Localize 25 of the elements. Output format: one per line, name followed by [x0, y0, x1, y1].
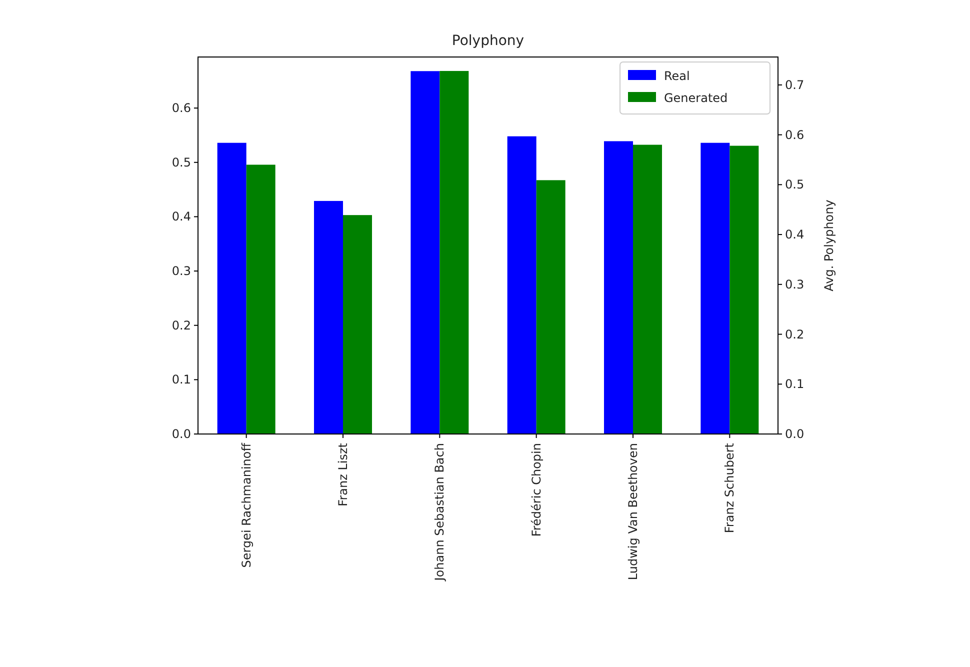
y-tick-label: 0.5 — [172, 155, 191, 170]
y-tick-label: 0.0 — [172, 427, 191, 441]
y2-axis-title: Avg. Polyphony — [822, 200, 836, 292]
y2-tick-label: 0.4 — [785, 228, 804, 242]
y2-tick-label: 0.1 — [785, 377, 804, 392]
y2-tick-label: 0.5 — [785, 178, 804, 192]
y2-tick-label: 0.6 — [785, 128, 804, 142]
chart-title: Polyphony — [452, 33, 524, 49]
y-tick-label: 0.2 — [172, 318, 191, 332]
legend-label: Generated — [664, 91, 728, 105]
y2-tick-label: 0.7 — [785, 78, 804, 92]
y-tick-label: 0.4 — [172, 210, 191, 224]
x-tick-label: Franz Schubert — [722, 442, 737, 534]
y-tick-label: 0.3 — [172, 264, 191, 278]
x-tick-label: Ludwig Van Beethoven — [626, 443, 640, 580]
x-tick-label: Sergei Rachmaninoff — [239, 442, 254, 568]
y-tick-label: 0.6 — [172, 101, 191, 116]
x-tick-label: Frédéric Chopin — [529, 443, 544, 537]
x-tick-label: Franz Liszt — [336, 442, 350, 506]
y-tick-label: 0.1 — [172, 372, 191, 387]
y2-tick-label: 0.2 — [785, 327, 804, 342]
legend-label: Real — [664, 69, 690, 83]
x-tick-label: Johann Sebastian Bach — [432, 443, 447, 582]
y2-tick-label: 0.0 — [785, 427, 804, 441]
y2-tick-label: 0.3 — [785, 277, 804, 292]
